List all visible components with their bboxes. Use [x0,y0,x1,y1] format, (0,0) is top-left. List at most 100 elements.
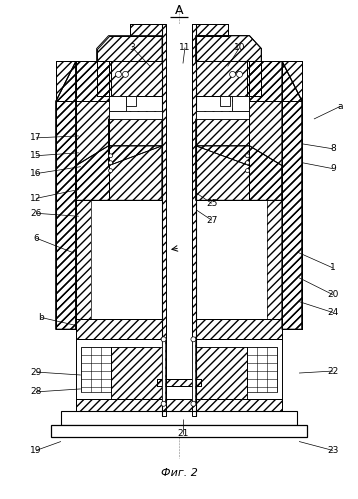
Bar [56,61,111,101]
Circle shape [161,337,166,342]
Bar [108,96,126,111]
Bar [108,96,126,111]
Bar [192,24,196,401]
Text: 26: 26 [30,209,42,218]
Bar [97,61,162,96]
Bar [166,24,192,401]
Bar [196,61,261,96]
Bar [196,319,282,339]
Text: 16: 16 [30,169,42,178]
Bar [220,96,229,106]
Bar [162,24,166,401]
Bar [192,339,195,404]
Text: 19: 19 [30,446,42,455]
Text: 8: 8 [330,144,336,153]
Bar [108,111,162,119]
Bar [97,61,162,96]
Bar [162,24,166,401]
Bar [81,347,111,392]
Bar [196,347,247,399]
Bar [111,347,162,399]
Circle shape [108,161,112,165]
Text: 23: 23 [327,446,338,455]
Text: Фиг. 2: Фиг. 2 [160,468,198,478]
Bar [56,101,76,329]
Circle shape [237,71,242,77]
Circle shape [246,154,250,158]
Circle shape [108,169,112,173]
Bar [162,339,165,404]
Bar [232,96,250,111]
Text: 12: 12 [30,194,42,203]
Bar [126,96,136,106]
Bar [196,111,250,119]
Bar [76,339,162,399]
Bar [76,319,162,339]
Bar [108,111,162,119]
Text: 11: 11 [179,43,191,52]
Text: 20: 20 [327,290,338,299]
Bar [192,339,196,416]
Circle shape [161,401,166,406]
Text: 15: 15 [30,151,42,160]
Text: a: a [338,102,343,111]
Bar [76,319,162,339]
Bar [56,61,111,101]
Text: 3: 3 [130,43,135,52]
Circle shape [108,154,112,158]
Bar [196,24,228,35]
Text: 22: 22 [327,367,338,376]
Bar [192,339,196,416]
Text: 6: 6 [33,234,39,243]
Bar [157,379,201,386]
Circle shape [191,401,196,406]
Text: 9: 9 [330,164,336,173]
Text: 21: 21 [177,429,189,438]
Bar [232,96,250,111]
Circle shape [122,71,129,77]
Bar [61,411,297,425]
Bar [76,399,282,411]
Circle shape [191,337,196,342]
Text: А: А [175,4,183,17]
Bar [51,425,307,437]
Bar [192,24,196,401]
Bar [196,61,261,96]
Circle shape [229,71,236,77]
Text: 29: 29 [30,368,42,377]
Circle shape [116,71,121,77]
Text: 25: 25 [206,199,217,208]
Text: 1: 1 [330,263,336,272]
Bar [61,411,297,425]
Bar [282,101,302,329]
Text: 17: 17 [30,133,42,142]
Bar [196,347,247,399]
Bar [162,339,166,416]
Text: 24: 24 [327,308,338,317]
Circle shape [246,161,250,165]
Bar [130,24,162,35]
Bar [196,24,228,35]
Bar [76,399,282,411]
Bar [196,201,267,319]
Text: 27: 27 [206,216,217,225]
Bar [247,347,277,392]
Text: 28: 28 [30,387,42,396]
Bar [91,201,162,319]
Bar [162,339,166,416]
Text: 10: 10 [234,43,245,52]
Bar [56,101,76,329]
Bar [157,379,201,386]
Bar [91,201,162,319]
Bar [247,61,302,101]
Bar [196,111,250,119]
Bar [166,339,192,416]
Bar [196,319,282,339]
Bar [130,24,162,35]
Text: b: b [38,313,44,322]
Bar [111,347,162,399]
Bar [196,201,267,319]
Bar [247,61,302,101]
Bar [196,339,282,399]
Circle shape [246,169,250,173]
